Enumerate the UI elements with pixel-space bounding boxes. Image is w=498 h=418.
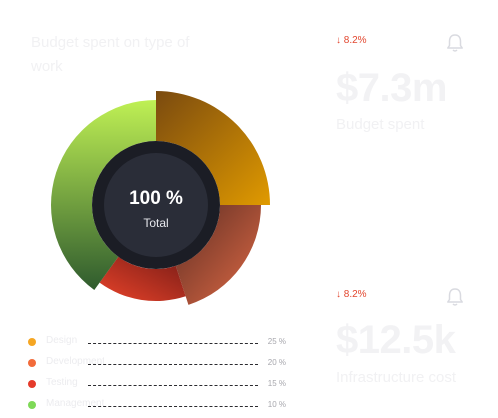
kpi-label: Infrastructure cost [336, 369, 457, 386]
legend-item: Design 25 % [24, 334, 294, 355]
kpi-card-budget-spent: ↓ 8.2% $7.3m Budget spent [320, 0, 498, 200]
kpi-delta-value: 8.2% [343, 35, 367, 46]
kpi-delta: ↓ 8.2% [336, 289, 367, 300]
legend-leader-line [88, 406, 258, 407]
kpi-label: Budget spent [336, 116, 425, 133]
legend-leader-line [88, 343, 258, 344]
kpi-column: ↓ 8.2% $7.3m Budget spent ↓ 8.2% $12.5k … [320, 0, 498, 418]
donut-center-disc [104, 153, 208, 257]
budget-card: Budget spent on type of work 100 % [24, 34, 294, 418]
legend-dot [28, 380, 36, 388]
legend-value: 25 % [267, 337, 286, 346]
kpi-delta-value: 8.2% [343, 289, 367, 300]
donut-slice-design[interactable] [156, 91, 270, 205]
legend-item: Development 20 % [24, 355, 294, 376]
donut-center-value: 100 % [129, 188, 183, 209]
legend-dot [28, 401, 36, 409]
legend-label: Development [46, 356, 104, 367]
budget-card-title: Budget spent on type of work [31, 34, 190, 75]
legend-label: Management [46, 398, 104, 409]
arrow-down-icon: ↓ [336, 289, 341, 300]
budget-donut-chart: 100 % Total [51, 91, 270, 305]
budget-legend: Design 25 % Development 20 % Testing 15 … [24, 334, 294, 418]
legend-value: 10 % [267, 400, 286, 409]
kpi-card-infrastructure-cost: ↓ 8.2% $12.5k Infrastructure cost [320, 200, 498, 418]
kpi-value: $7.3m [336, 66, 447, 110]
donut-slice-testing[interactable] [99, 256, 186, 301]
legend-dot [28, 359, 36, 367]
donut-slice-management[interactable] [51, 100, 157, 290]
legend-value: 15 % [267, 379, 286, 388]
bell-icon[interactable] [444, 286, 466, 308]
legend-label: Design [46, 335, 78, 346]
bell-icon[interactable] [444, 32, 466, 54]
legend-value: 20 % [267, 358, 286, 367]
arrow-down-icon: ↓ [336, 35, 341, 46]
donut-center-label: Total [143, 216, 168, 230]
legend-item: Testing 15 % [24, 376, 294, 397]
legend-dot [28, 338, 36, 346]
donut-slice-development[interactable] [175, 205, 261, 305]
kpi-value: $12.5k [336, 318, 456, 362]
legend-leader-line [88, 385, 258, 386]
legend-item: Management 10 % [24, 397, 294, 418]
legend-leader-line [88, 364, 258, 365]
kpi-delta: ↓ 8.2% [336, 35, 367, 46]
legend-label: Testing [46, 377, 78, 388]
